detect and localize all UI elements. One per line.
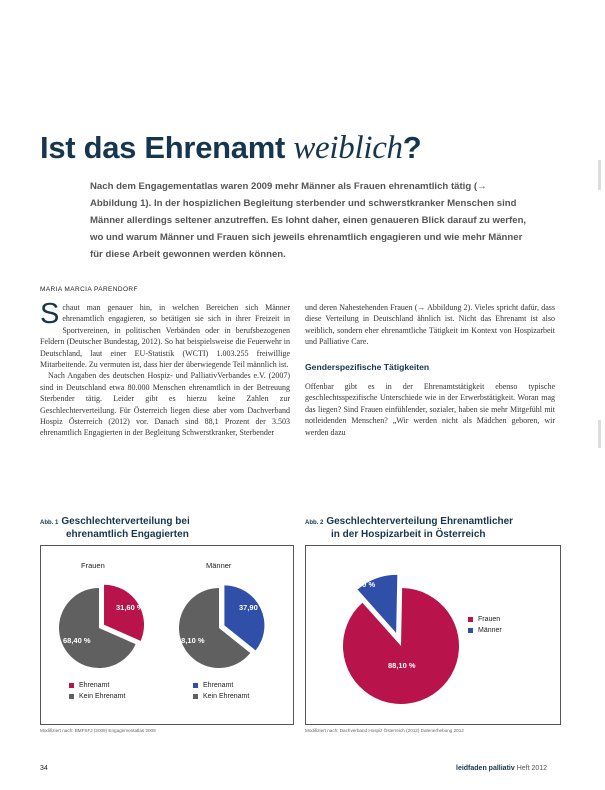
article-title: Ist das Ehrenamt weiblich?: [40, 130, 422, 167]
figure1-label: Abb. 1: [40, 520, 59, 526]
scan-edge-mark: [598, 420, 601, 448]
legend-hospiz: Frauen Männer: [468, 614, 502, 636]
pie-frauen-kein-label: 68,40 %: [63, 636, 91, 645]
pie-frauen-ehrenamt-label: 31,60 %: [116, 603, 144, 612]
pie-maenner-kein-label: 68,10 %: [177, 636, 205, 645]
pie-hospiz-maenner-slice: [357, 574, 398, 633]
page-number: 34: [40, 765, 48, 772]
figure1-svg: [59, 584, 265, 668]
title-main: Ist das Ehrenamt: [40, 130, 286, 165]
figure2-svg: [342, 574, 459, 704]
pie-maenner-ehrenamt-slice: [224, 585, 265, 651]
figure1-source: Modifiziert nach: BMFSFJ (2009) Engageme…: [40, 728, 156, 733]
figure2-source: Modifiziert nach: Dachverband Hospiz Öst…: [305, 728, 464, 733]
pie-frauen-kein-slice: [59, 588, 136, 668]
section-subhead: Genderspezifische Tätigkeiten: [305, 361, 430, 372]
title-emphasis: weiblich: [293, 130, 403, 166]
title-end: ?: [402, 130, 422, 165]
paragraph-3: und deren Nahestehenden Frauen (→ Abbild…: [305, 303, 555, 347]
article-lead: Nach dem Engagementatlas waren 2009 mehr…: [90, 181, 527, 260]
legend-swatch-frauen-ehrenamt: [69, 682, 74, 688]
figure1-title: Abb. 1 Geschlechterverteilung bei: [40, 516, 190, 527]
paragraph-4: Offenbar gibt es in der Ehrenamtstätigke…: [305, 382, 555, 437]
scan-edge-mark: [598, 160, 601, 190]
author-name: MARIA MARCIA PARENDORF: [40, 286, 138, 293]
pie-frauen-title: Frauen: [81, 561, 105, 570]
legend-maenner: Ehrenamt Kein Ehrenamt: [193, 680, 249, 702]
paragraph-2: Nach Angaben des deutschen Hospiz- und P…: [40, 371, 290, 438]
figure2-title-line2: in der Hospizarbeit in Österreich: [331, 529, 486, 540]
journal-name: leidfaden palliativ Heft 2012: [456, 765, 548, 772]
text-column-right: und deren Nahestehenden Frauen (→ Abbild…: [305, 302, 555, 438]
legend-swatch-maenner-kein: [193, 693, 198, 699]
pie-hospiz-maenner-label: 11,90 %: [348, 580, 376, 589]
legend-swatch-frauen-kein: [69, 693, 74, 699]
figure1-box: Frauen Männer 31,60 % 68,40 % 37,90 % 68…: [40, 545, 294, 725]
figure2-label: Abb. 2: [305, 520, 324, 526]
legend-swatch-maenner-ehrenamt: [193, 682, 198, 688]
pie-frauen-ehrenamt-slice: [104, 584, 145, 641]
legend-swatch-hospiz-maenner: [468, 627, 473, 633]
legend-frauen: Ehrenamt Kein Ehrenamt: [69, 680, 125, 702]
paragraph-1: chaut man genauer hin, in welchen Bereic…: [40, 303, 290, 370]
drop-cap: S: [40, 298, 60, 330]
figure1-title-line2: ehrenamtlich Engagierten: [66, 529, 189, 540]
pie-hospiz-frauen-slice: [342, 588, 459, 704]
pie-maenner-title: Männer: [206, 561, 232, 570]
pie-maenner-kein-slice: [179, 588, 251, 668]
legend-swatch-hospiz-frauen: [468, 616, 473, 622]
figure2-box: 88,10 % 11,90 % Frauen Männer: [305, 545, 561, 725]
figure2-title: Abb. 2 Geschlechterverteilung Ehrenamtlic…: [305, 516, 514, 527]
pie-hospiz-frauen-label: 88,10 %: [388, 661, 416, 670]
pie-maenner-ehrenamt-label: 37,90 %: [239, 603, 267, 612]
